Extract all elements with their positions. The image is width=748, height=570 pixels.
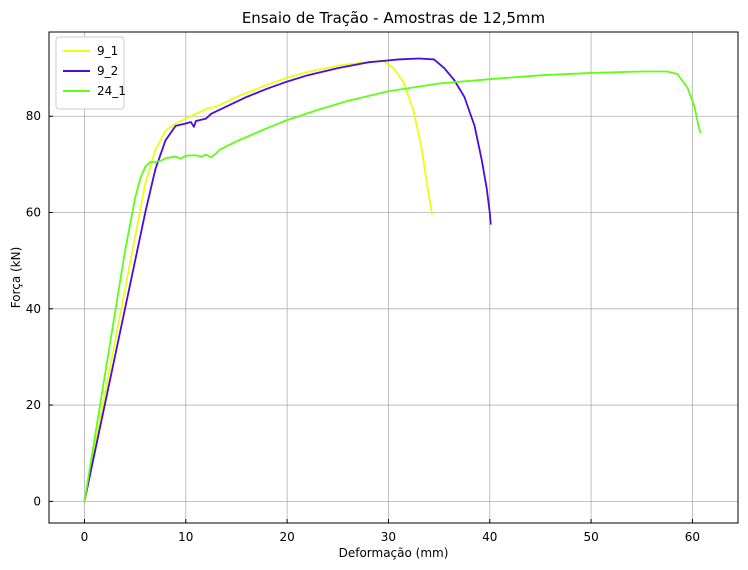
series-line-24_1 bbox=[83, 70, 702, 502]
x-tick-label: 0 bbox=[81, 530, 89, 544]
chart-title: Ensaio de Tração - Amostras de 12,5mm bbox=[242, 9, 545, 27]
x-tick-label: 60 bbox=[685, 530, 700, 544]
y-axis-label: Força (kN) bbox=[9, 247, 23, 309]
legend-label-9_2: 9_2 bbox=[97, 64, 118, 78]
legend: 9_1 9_2 24_1 bbox=[55, 36, 126, 110]
x-tick-label: 30 bbox=[381, 530, 396, 544]
y-tick-label: 40 bbox=[26, 302, 41, 316]
x-axis-label: Deformação (mm) bbox=[339, 546, 449, 560]
x-tick-label: 40 bbox=[482, 530, 497, 544]
x-tick-label: 50 bbox=[583, 530, 598, 544]
legend-label-9_1: 9_1 bbox=[97, 44, 118, 58]
y-tick-label: 60 bbox=[26, 206, 41, 220]
series-line-9_2 bbox=[83, 57, 492, 502]
axis-ticks: 0 10 20 30 40 50 60 0 20 40 60 80 bbox=[26, 109, 700, 544]
y-tick-label: 20 bbox=[26, 398, 41, 412]
plot-frame bbox=[48, 31, 739, 524]
x-tick-label: 10 bbox=[178, 530, 193, 544]
series-line-9_1 bbox=[83, 59, 433, 502]
grid bbox=[49, 32, 738, 523]
y-tick-label: 80 bbox=[26, 109, 41, 123]
y-tick-label: 0 bbox=[33, 494, 41, 508]
x-tick-label: 20 bbox=[279, 530, 294, 544]
legend-label-24_1: 24_1 bbox=[97, 84, 126, 98]
series-lines bbox=[83, 57, 702, 502]
